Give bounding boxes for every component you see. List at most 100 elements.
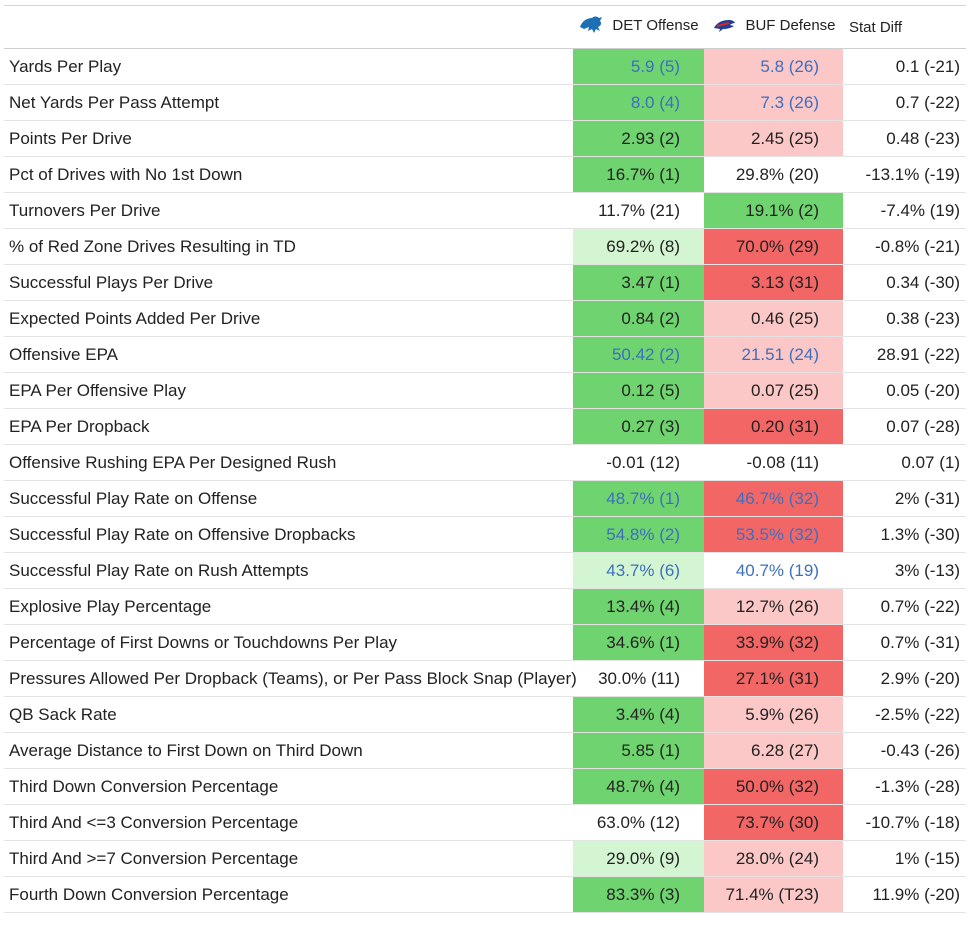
det-offense-value: 83.3% (3) <box>573 876 704 913</box>
stat-diff-value: 0.07 (-28) <box>843 408 966 445</box>
stat-label: Pressures Allowed Per Dropback (Teams), … <box>4 660 577 697</box>
stat-diff-value: -0.43 (-26) <box>843 732 966 769</box>
det-offense-value: 54.8% (2) <box>573 516 704 553</box>
table-row: Successful Plays Per Drive 3.47 (1) 3.13 (… <box>4 264 966 301</box>
stat-diff-value: -0.8% (-21) <box>843 228 966 265</box>
header-stat-diff: Stat Diff <box>843 5 966 49</box>
table-row: Successful Play Rate on Rush Attempts 43.… <box>4 552 966 589</box>
table-row: EPA Per Offensive Play 0.12 (5) 0.07 (25) 0… <box>4 372 966 409</box>
buf-defense-value: 53.5% (32) <box>704 516 843 553</box>
buf-defense-value: 0.20 (31) <box>704 408 843 445</box>
buf-defense-value: 21.51 (24) <box>704 336 843 373</box>
stat-label: Explosive Play Percentage <box>4 588 573 625</box>
buf-defense-value: 50.0% (32) <box>704 768 843 805</box>
header-det-offense: DET Offense <box>573 5 704 49</box>
table-row: Offensive EPA 50.42 (2) 21.51 (24) 28.91 (-… <box>4 336 966 373</box>
det-offense-value: 3.47 (1) <box>573 264 704 301</box>
buf-defense-value: 33.9% (32) <box>704 624 843 661</box>
stat-label: Successful Play Rate on Offensive Dropba… <box>4 516 573 553</box>
table-body: Yards Per Play 5.9 (5) 5.8 (26) 0.1 (-21) Ne… <box>4 48 966 913</box>
table-row: Third And >=7 Conversion Percentage 29.0%… <box>4 840 966 877</box>
table-row: Yards Per Play 5.9 (5) 5.8 (26) 0.1 (-21) <box>4 48 966 85</box>
stat-label: Third And >=7 Conversion Percentage <box>4 840 573 877</box>
det-offense-value: 0.27 (3) <box>573 408 704 445</box>
buf-defense-value: 29.8% (20) <box>704 156 843 193</box>
stat-diff-value: 0.34 (-30) <box>843 264 966 301</box>
stat-diff-value: -2.5% (-22) <box>843 696 966 733</box>
stat-label: Yards Per Play <box>4 48 573 85</box>
stat-diff-value: -10.7% (-18) <box>843 804 966 841</box>
det-offense-value: 16.7% (1) <box>573 156 704 193</box>
stat-label: Successful Play Rate on Offense <box>4 480 573 517</box>
header-label-column <box>4 5 573 49</box>
det-offense-value: 13.4% (4) <box>573 588 704 625</box>
stat-label: Pct of Drives with No 1st Down <box>4 156 573 193</box>
table-row: Explosive Play Percentage 13.4% (4) 12.7% … <box>4 588 966 625</box>
header-row: DET Offense BUF Defense <box>4 5 966 49</box>
stats-comparison-table-wrapper: DET Offense BUF Defense <box>4 5 966 913</box>
stat-diff-value: 0.7% (-22) <box>843 588 966 625</box>
stat-diff-label: Stat Diff <box>849 18 903 36</box>
stat-label: Offensive EPA <box>4 336 573 373</box>
table-row: Pressures Allowed Per Dropback (Teams), … <box>4 660 966 697</box>
stat-label: Successful Plays Per Drive <box>4 264 573 301</box>
det-offense-value: 48.7% (1) <box>573 480 704 517</box>
table-row: Offensive Rushing EPA Per Designed Rush -… <box>4 444 966 481</box>
buf-defense-value: -0.08 (11) <box>704 444 843 481</box>
buf-defense-value: 6.28 (27) <box>704 732 843 769</box>
det-offense-value: 29.0% (9) <box>573 840 704 877</box>
stat-label: QB Sack Rate <box>4 696 573 733</box>
header-buf-defense: BUF Defense <box>704 5 843 49</box>
stat-diff-value: 28.91 (-22) <box>843 336 966 373</box>
buf-defense-value: 7.3 (26) <box>704 84 843 121</box>
stat-label: Points Per Drive <box>4 120 573 157</box>
det-offense-value: 30.0% (11) <box>573 660 704 697</box>
det-offense-value: 63.0% (12) <box>573 804 704 841</box>
stat-diff-value: 0.07 (1) <box>843 444 966 481</box>
stat-diff-value: 1% (-15) <box>843 840 966 877</box>
buf-defense-value: 2.45 (25) <box>704 120 843 157</box>
det-offense-value: 0.12 (5) <box>573 372 704 409</box>
det-offense-value: 0.84 (2) <box>573 300 704 337</box>
table-row: Successful Play Rate on Offensive Dropba… <box>4 516 966 553</box>
det-offense-value: 8.0 (4) <box>573 84 704 121</box>
stat-label: Turnovers Per Drive <box>4 192 573 229</box>
table-row: Turnovers Per Drive 11.7% (21) 19.1% (2) -7… <box>4 192 966 229</box>
stat-label: EPA Per Offensive Play <box>4 372 573 409</box>
buf-defense-value: 12.7% (26) <box>704 588 843 625</box>
table-row: % of Red Zone Drives Resulting in TD 69.2… <box>4 228 966 265</box>
stat-diff-value: -7.4% (19) <box>843 192 966 229</box>
stat-diff-value: 0.7 (-22) <box>843 84 966 121</box>
table-row: Percentage of First Downs or Touchdowns … <box>4 624 966 661</box>
buf-defense-value: 27.1% (31) <box>704 660 843 697</box>
stat-label: % of Red Zone Drives Resulting in TD <box>4 228 573 265</box>
table-row: Third And <=3 Conversion Percentage 63.0%… <box>4 804 966 841</box>
table-row: EPA Per Dropback 0.27 (3) 0.20 (31) 0.07 (-… <box>4 408 966 445</box>
buf-defense-value: 46.7% (32) <box>704 480 843 517</box>
stat-label: Offensive Rushing EPA Per Designed Rush <box>4 444 573 481</box>
det-offense-value: 11.7% (21) <box>573 192 704 229</box>
buf-defense-value: 28.0% (24) <box>704 840 843 877</box>
stat-label: Average Distance to First Down on Third … <box>4 732 573 769</box>
stat-diff-value: 3% (-13) <box>843 552 966 589</box>
lions-logo-icon <box>578 15 604 35</box>
buf-defense-label: BUF Defense <box>745 16 836 34</box>
buf-defense-value: 5.9% (26) <box>704 696 843 733</box>
stat-diff-value: 0.05 (-20) <box>843 372 966 409</box>
det-offense-value: 2.93 (2) <box>573 120 704 157</box>
stats-comparison-table: DET Offense BUF Defense <box>4 5 966 913</box>
buf-defense-value: 40.7% (19) <box>704 552 843 589</box>
stat-diff-value: 1.3% (-30) <box>843 516 966 553</box>
table-row: Successful Play Rate on Offense 48.7% (1)… <box>4 480 966 517</box>
stat-diff-value: 2% (-31) <box>843 480 966 517</box>
table-row: Pct of Drives with No 1st Down 16.7% (1) 2… <box>4 156 966 193</box>
table-row: Net Yards Per Pass Attempt 8.0 (4) 7.3 (26… <box>4 84 966 121</box>
table-row: Expected Points Added Per Drive 0.84 (2) 0… <box>4 300 966 337</box>
stat-label: Net Yards Per Pass Attempt <box>4 84 573 121</box>
buf-defense-value: 5.8 (26) <box>704 48 843 85</box>
table-row: Points Per Drive 2.93 (2) 2.45 (25) 0.48 (-… <box>4 120 966 157</box>
stat-label: Percentage of First Downs or Touchdowns … <box>4 624 573 661</box>
stat-label: Fourth Down Conversion Percentage <box>4 876 573 913</box>
bills-logo-icon <box>711 15 737 35</box>
table-row: Fourth Down Conversion Percentage 83.3% (… <box>4 876 966 913</box>
